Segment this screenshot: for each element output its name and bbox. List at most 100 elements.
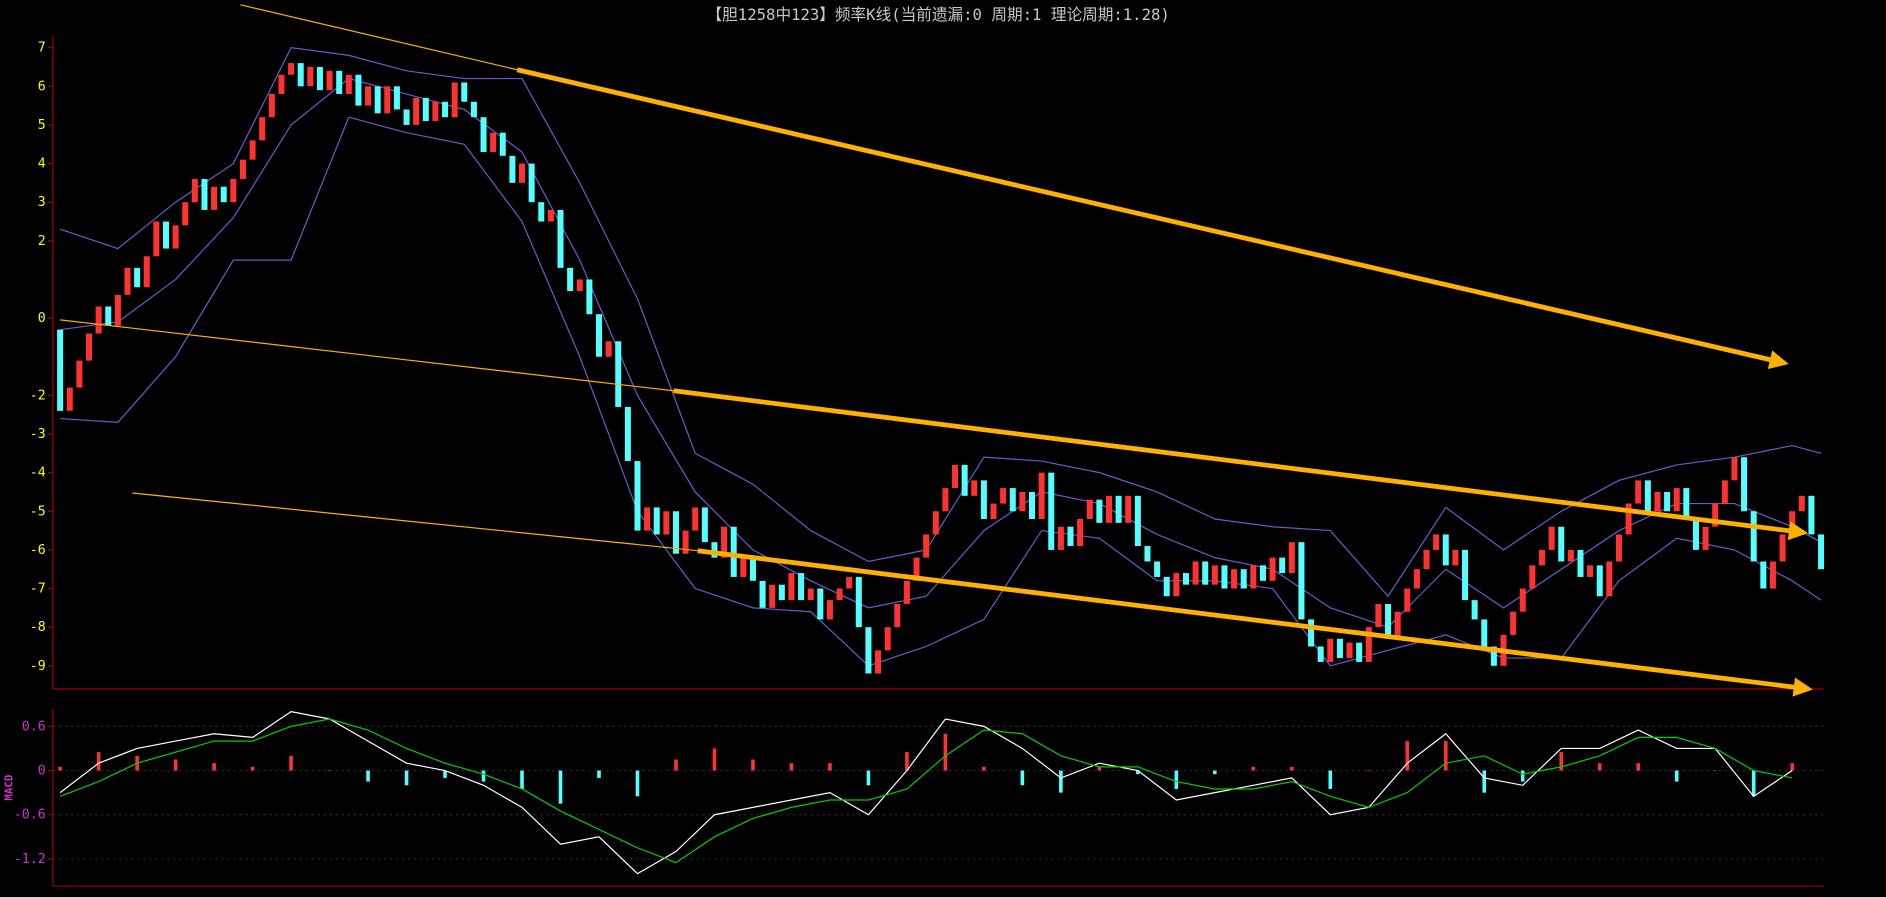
macd-bar xyxy=(1443,741,1448,771)
chart-title: 【胆1258中123】频率K线(当前遗漏:0 周期:1 理论周期:1.28) xyxy=(707,5,1170,24)
candle xyxy=(1769,561,1776,589)
candle xyxy=(653,507,660,535)
candle xyxy=(509,155,516,183)
candle xyxy=(1683,488,1690,519)
y-tick-label: -5 xyxy=(30,504,46,519)
candle xyxy=(1558,526,1565,562)
candle xyxy=(162,221,169,249)
candle xyxy=(499,132,506,156)
macd-bar xyxy=(1482,770,1487,793)
candle xyxy=(1692,518,1699,550)
macd-bar xyxy=(905,752,909,771)
candle xyxy=(1490,646,1497,666)
candle xyxy=(1596,565,1603,597)
candle xyxy=(1423,549,1430,570)
macd-bar xyxy=(558,770,563,804)
candle xyxy=(1702,526,1709,550)
candle xyxy=(1385,603,1392,639)
candle xyxy=(57,329,64,411)
candle xyxy=(692,507,699,531)
macd-bar xyxy=(1136,770,1140,775)
macd-bar xyxy=(789,763,794,771)
candle xyxy=(1173,573,1180,597)
candle xyxy=(66,387,73,411)
trend-line xyxy=(132,492,698,552)
candle xyxy=(605,341,612,357)
candle xyxy=(557,209,564,268)
candle xyxy=(1635,480,1642,504)
candle xyxy=(894,603,901,628)
candle xyxy=(1587,565,1594,577)
candle xyxy=(1721,480,1728,504)
candle xyxy=(1731,457,1738,481)
candle xyxy=(1818,534,1825,570)
candle xyxy=(1086,499,1093,519)
candle xyxy=(1067,526,1074,547)
candle xyxy=(451,82,458,118)
macd-bar xyxy=(96,752,101,771)
dif-line xyxy=(59,710,1793,875)
macd-bar xyxy=(289,755,293,771)
candle xyxy=(1009,488,1016,512)
candle xyxy=(701,507,708,543)
candle xyxy=(1000,488,1007,504)
candle xyxy=(1048,472,1055,550)
macd-bar xyxy=(58,766,62,771)
trend-lines xyxy=(60,4,1813,697)
macd-bar xyxy=(1751,770,1756,797)
candle xyxy=(682,530,689,554)
candle xyxy=(1471,600,1478,620)
candle xyxy=(1529,565,1536,589)
candle xyxy=(1154,561,1161,577)
macd-bar xyxy=(943,733,948,771)
candle xyxy=(884,627,891,651)
candle xyxy=(1144,546,1151,562)
candle xyxy=(1221,565,1228,589)
candle xyxy=(1798,495,1805,512)
candle xyxy=(749,557,756,581)
macd-bar xyxy=(828,763,832,771)
candle xyxy=(1644,480,1651,512)
candle xyxy=(1808,495,1815,535)
candle xyxy=(153,221,160,257)
macd-bar xyxy=(1790,763,1794,771)
candle xyxy=(1019,491,1026,512)
y-tick-label: -6 xyxy=(30,543,46,558)
candle xyxy=(1105,495,1112,523)
candle xyxy=(470,101,477,118)
candle xyxy=(1163,576,1170,597)
candle xyxy=(211,186,218,210)
band-lower xyxy=(60,116,1822,667)
candle xyxy=(1433,534,1440,550)
candle xyxy=(239,159,246,180)
candle xyxy=(86,333,93,361)
macd-bar xyxy=(1405,741,1410,771)
macd-bar xyxy=(1520,770,1525,782)
macd-label: MACD xyxy=(3,774,16,801)
trend-line xyxy=(240,4,518,71)
candle xyxy=(1365,627,1372,662)
candle xyxy=(1038,472,1045,519)
candle xyxy=(1202,561,1209,585)
macd-bar xyxy=(173,759,178,771)
candle xyxy=(1308,619,1315,647)
candle xyxy=(1346,642,1353,659)
candle xyxy=(1615,534,1622,562)
candle xyxy=(191,179,198,203)
candle xyxy=(1548,526,1555,550)
candle xyxy=(1442,534,1449,566)
trend-arrow xyxy=(516,67,1789,370)
candle xyxy=(1538,549,1546,566)
candle xyxy=(663,511,670,535)
candle xyxy=(355,74,362,106)
candle xyxy=(846,576,853,589)
y-tick-label: 0 xyxy=(38,764,46,779)
candle xyxy=(807,588,814,601)
macd-bar xyxy=(327,770,332,772)
candle xyxy=(1298,542,1305,620)
candle xyxy=(1481,619,1488,647)
macd-bar xyxy=(674,759,678,771)
trend-arrow xyxy=(673,388,1809,541)
candle xyxy=(519,163,526,183)
